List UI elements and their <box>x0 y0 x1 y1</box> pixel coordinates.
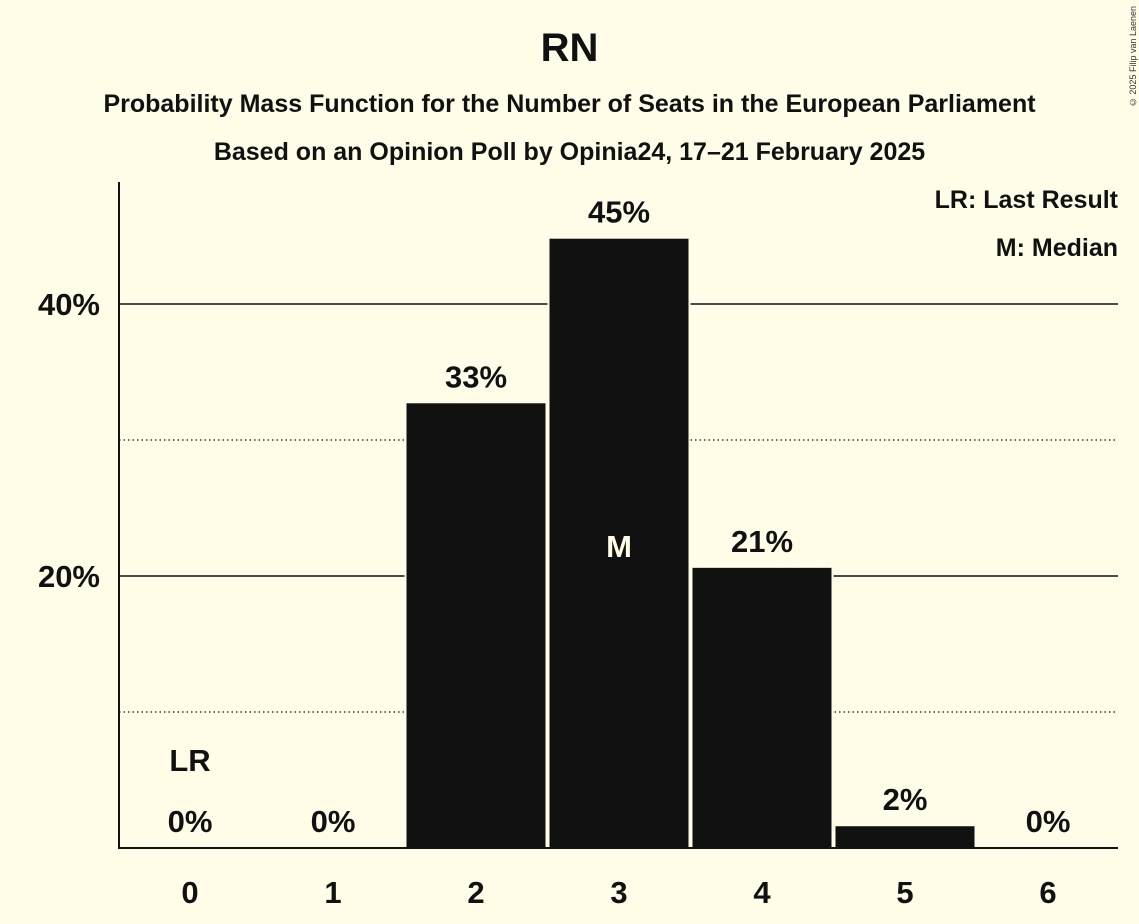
bar-2 <box>406 403 546 848</box>
bar-4 <box>692 567 832 848</box>
chart-title: RN <box>540 26 599 70</box>
data-label: 21% <box>731 524 793 559</box>
chart-subtitle: Probability Mass Function for the Number… <box>103 90 1036 118</box>
data-label: 0% <box>1026 804 1071 839</box>
chart-source-line: Based on an Opinion Poll by Opinia24, 17… <box>213 138 926 166</box>
x-tick-label: 1 <box>324 875 341 910</box>
y-tick-label: 20% <box>38 559 100 594</box>
data-label: 0% <box>311 804 356 839</box>
data-label: 45% <box>588 195 650 230</box>
x-tick-label: 0 <box>181 875 198 910</box>
x-tick-label: 6 <box>1039 875 1056 910</box>
legend-median: M: Median <box>995 234 1118 262</box>
data-label: 0% <box>168 804 213 839</box>
data-label: 33% <box>445 359 507 394</box>
bar-5 <box>835 826 975 848</box>
x-tick-label: 5 <box>896 875 913 910</box>
data-label: 2% <box>883 782 928 817</box>
x-tick-label: 4 <box>753 875 771 910</box>
legend-last-result: LR: Last Result <box>934 186 1118 214</box>
median-marker: M <box>606 529 632 564</box>
bar-3 <box>549 238 689 849</box>
last-result-marker: LR <box>169 743 210 778</box>
x-tick-label: 2 <box>467 875 484 910</box>
x-tick-label: 3 <box>610 875 627 910</box>
y-tick-label: 40% <box>38 287 100 322</box>
